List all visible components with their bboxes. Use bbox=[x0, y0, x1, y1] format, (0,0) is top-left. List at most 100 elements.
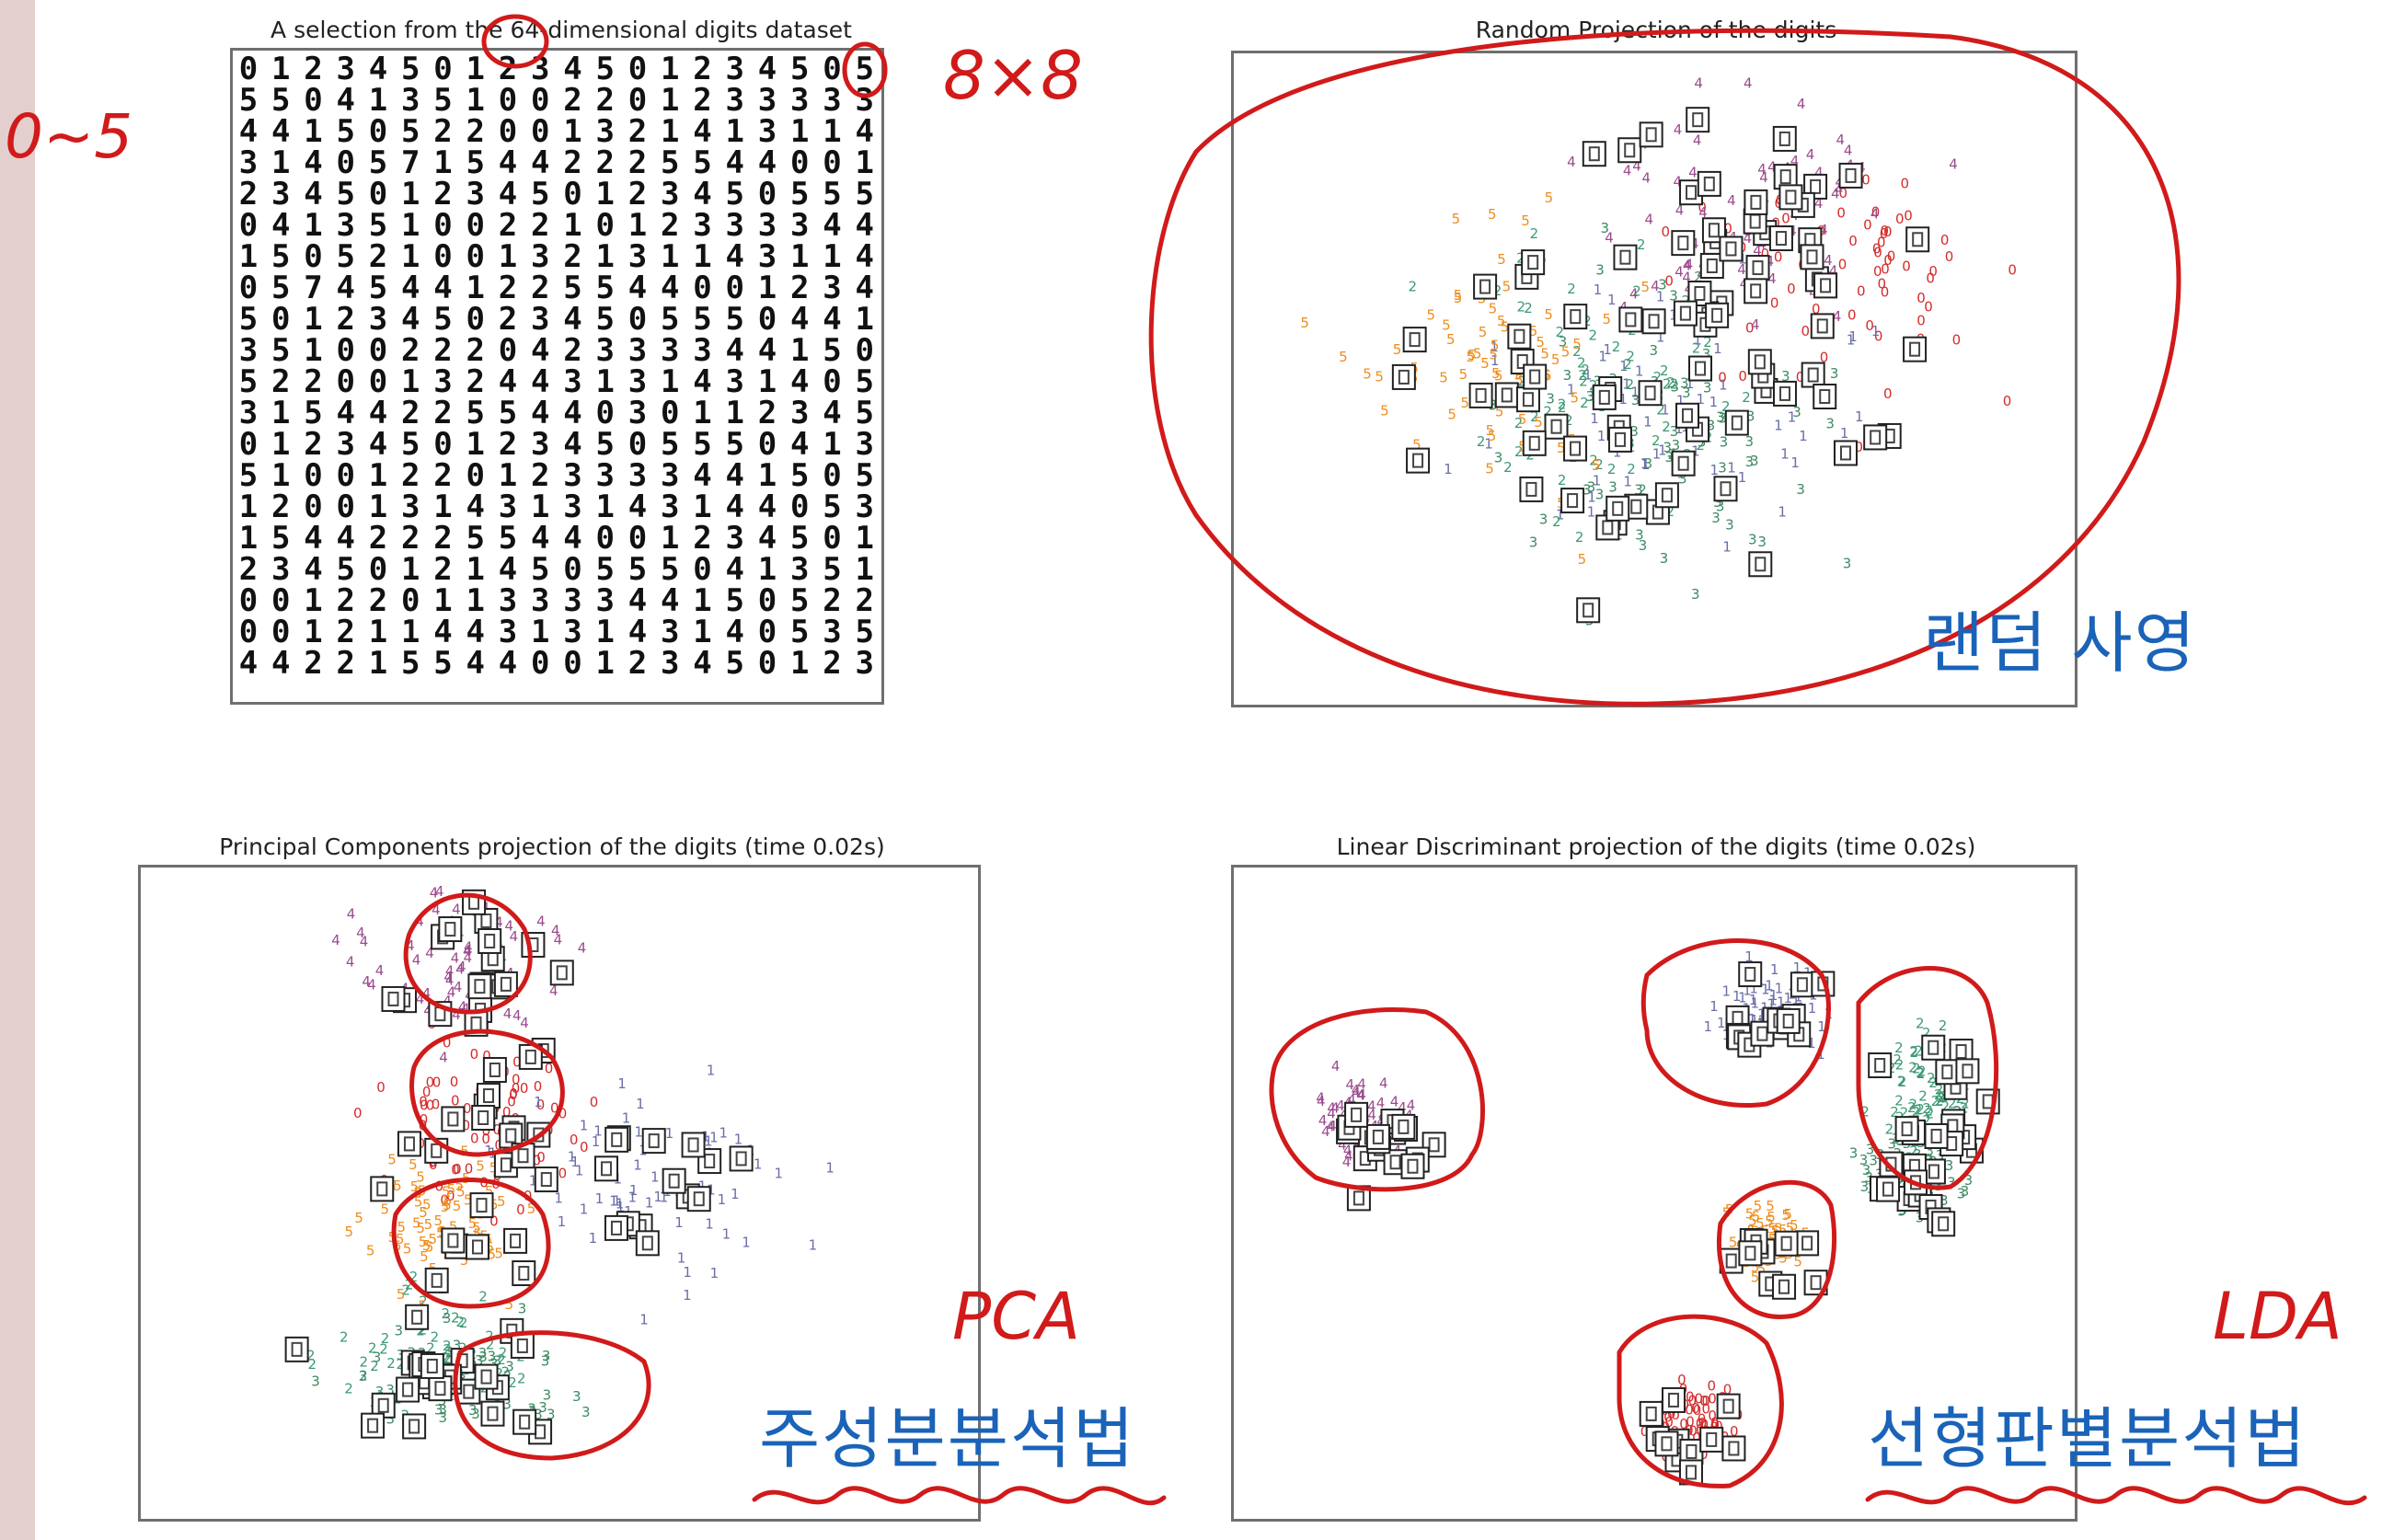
digit-cell: 3 bbox=[238, 144, 259, 181]
scatter-point-class-3: 3 bbox=[1634, 482, 1643, 499]
scatter-point-class-2: 2 bbox=[1580, 395, 1589, 411]
scatter-point-class-3: 3 bbox=[1748, 531, 1757, 547]
scatter-point-class-5: 5 bbox=[468, 1215, 478, 1232]
digit-cell: 2 bbox=[401, 520, 420, 557]
digit-cell: 4 bbox=[725, 144, 744, 181]
circle-5-annotation bbox=[842, 41, 888, 98]
digit-cell: 0 bbox=[238, 614, 259, 650]
digit-thumbnail bbox=[1618, 306, 1643, 333]
scatter-point-class-3: 3 bbox=[1781, 368, 1790, 385]
digit-cell: 2 bbox=[368, 238, 388, 275]
scatter-point-class-1: 1 bbox=[1597, 428, 1606, 444]
scatter-point-class-4: 4 bbox=[458, 999, 467, 1016]
digit-cell: 4 bbox=[855, 238, 874, 275]
scatter-point-class-4: 4 bbox=[1674, 174, 1683, 190]
digit-cell: 7 bbox=[401, 144, 420, 181]
digit-cell: 0 bbox=[531, 645, 550, 682]
scatter-point-class-1: 1 bbox=[1590, 410, 1599, 427]
scatter-point-class-1: 1 bbox=[650, 1168, 660, 1185]
scatter-point-class-2: 2 bbox=[1893, 1052, 1902, 1068]
digit-thumbnail bbox=[1924, 1122, 1949, 1149]
scatter-point-class-5: 5 bbox=[1514, 372, 1524, 388]
digit-cell: 2 bbox=[304, 645, 323, 682]
scatter-point-class-2: 2 bbox=[478, 1289, 488, 1305]
scatter-point-class-5: 5 bbox=[1790, 1217, 1799, 1234]
digit-cell: 5 bbox=[595, 426, 615, 463]
digit-thumbnail bbox=[1868, 1052, 1893, 1079]
scatter-point-class-4: 4 bbox=[1318, 1112, 1328, 1129]
scatter-point-class-4: 4 bbox=[454, 979, 463, 995]
scatter-point-class-2: 2 bbox=[1961, 1096, 1970, 1112]
digit-cell: 2 bbox=[531, 207, 550, 244]
scatter-point-class-3: 3 bbox=[1716, 409, 1725, 426]
scatter-point-class-3: 3 bbox=[1947, 1174, 1956, 1190]
scatter-point-class-2: 2 bbox=[416, 1323, 425, 1339]
scatter-point-class-1: 1 bbox=[1643, 414, 1652, 431]
scatter-point-class-1: 1 bbox=[775, 1166, 784, 1182]
scatter-point-class-4: 4 bbox=[1833, 308, 1842, 325]
scatter-point-class-2: 2 bbox=[1530, 225, 1539, 242]
scatter-point-class-0: 0 bbox=[432, 1075, 442, 1091]
scatter-point-class-2: 2 bbox=[381, 1330, 390, 1347]
scatter-point-class-5: 5 bbox=[1748, 1212, 1757, 1229]
digit-cell: 2 bbox=[595, 144, 615, 181]
digit-cell: 2 bbox=[433, 176, 453, 213]
scatter-point-class-1: 1 bbox=[1444, 461, 1453, 477]
digit-cell: 2 bbox=[336, 645, 355, 682]
digit-cell: 0 bbox=[304, 238, 323, 275]
digit-cell: 5 bbox=[401, 645, 420, 682]
scatter-point-class-4: 4 bbox=[1767, 159, 1777, 176]
digit-thumbnail bbox=[1697, 170, 1721, 197]
scatter-point-class-2: 2 bbox=[1637, 236, 1646, 253]
scatter-point-class-1: 1 bbox=[1749, 981, 1758, 997]
scatter-point-class-5: 5 bbox=[1490, 338, 1500, 354]
scatter-point-class-5: 5 bbox=[472, 1220, 481, 1236]
digit-cell: 1 bbox=[466, 82, 485, 119]
scatter-point-class-1: 1 bbox=[1709, 998, 1719, 1015]
scatter-point-class-5: 5 bbox=[1751, 1270, 1760, 1286]
digit-cell: 0 bbox=[627, 520, 648, 557]
digit-cell: 1 bbox=[563, 207, 582, 244]
scatter-point-class-2: 2 bbox=[1514, 415, 1524, 431]
scatter-point-class-0: 0 bbox=[1881, 283, 1890, 300]
scatter-point-class-5: 5 bbox=[1514, 366, 1524, 383]
digit-thumbnail bbox=[1894, 1116, 1919, 1143]
scatter-point-class-2: 2 bbox=[308, 1356, 317, 1373]
digit-cell: 5 bbox=[790, 520, 810, 557]
scatter-point-class-4: 4 bbox=[1367, 1098, 1376, 1114]
scatter-point-class-1: 1 bbox=[719, 1125, 729, 1142]
scatter-point-class-1: 1 bbox=[1618, 391, 1628, 408]
digit-cell: 1 bbox=[368, 488, 388, 525]
digit-cell: 4 bbox=[498, 645, 518, 682]
scatter-point-class-0: 0 bbox=[1698, 1410, 1707, 1427]
digit-cell: 4 bbox=[498, 551, 518, 588]
digit-thumbnail bbox=[1772, 380, 1797, 407]
scatter-point-class-2: 2 bbox=[442, 1350, 451, 1366]
digit-cell: 5 bbox=[855, 176, 874, 213]
digit-cell: 5 bbox=[790, 457, 810, 494]
scatter-point-class-4: 4 bbox=[455, 961, 465, 978]
scatter-point-class-0: 0 bbox=[422, 1084, 432, 1100]
digit-cell: 5 bbox=[271, 332, 291, 369]
scatter-point-class-1: 1 bbox=[704, 1132, 713, 1149]
digit-cell: 0 bbox=[757, 301, 777, 338]
scatter-point-class-0: 0 bbox=[1839, 185, 1848, 201]
scatter-point-class-3: 3 bbox=[1866, 1142, 1875, 1158]
scatter-point-class-5: 5 bbox=[366, 1243, 375, 1259]
scatter-point-class-1: 1 bbox=[731, 1186, 740, 1202]
digit-cell: 4 bbox=[757, 51, 777, 87]
scatter-point-class-2: 2 bbox=[1948, 1096, 1957, 1112]
circle-64-annotation bbox=[481, 14, 549, 69]
scatter-point-class-3: 3 bbox=[1563, 367, 1572, 384]
scatter-point-class-1: 1 bbox=[1656, 328, 1665, 345]
scatter-point-class-0: 0 bbox=[1916, 290, 1926, 306]
scatter-point-class-4: 4 bbox=[1330, 1099, 1340, 1116]
scatter-point-class-3: 3 bbox=[505, 1359, 514, 1375]
scatter-point-class-4: 4 bbox=[512, 1007, 522, 1024]
scatter-point-class-5: 5 bbox=[1497, 313, 1506, 329]
scatter-point-class-1: 1 bbox=[707, 1063, 716, 1079]
digit-cell: 3 bbox=[823, 270, 842, 306]
scatter-point-class-5: 5 bbox=[436, 1224, 445, 1241]
